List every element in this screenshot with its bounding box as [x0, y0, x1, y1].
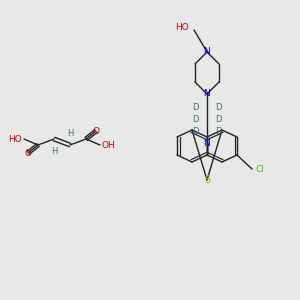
- Text: D: D: [193, 127, 199, 136]
- Text: S: S: [204, 175, 210, 185]
- Text: HO: HO: [8, 134, 22, 143]
- Text: H: H: [51, 146, 57, 155]
- Text: D: D: [215, 115, 221, 124]
- Text: Cl: Cl: [256, 164, 265, 173]
- Text: OH: OH: [102, 140, 116, 149]
- Text: N: N: [204, 47, 210, 56]
- Text: D: D: [193, 115, 199, 124]
- Text: O: O: [92, 127, 100, 136]
- Text: O: O: [25, 148, 32, 158]
- Text: N: N: [204, 89, 210, 98]
- Text: D: D: [193, 103, 199, 112]
- Text: N: N: [204, 139, 210, 148]
- Text: HO: HO: [175, 23, 189, 32]
- Text: D: D: [215, 103, 221, 112]
- Text: D: D: [215, 127, 221, 136]
- Text: H: H: [67, 128, 73, 137]
